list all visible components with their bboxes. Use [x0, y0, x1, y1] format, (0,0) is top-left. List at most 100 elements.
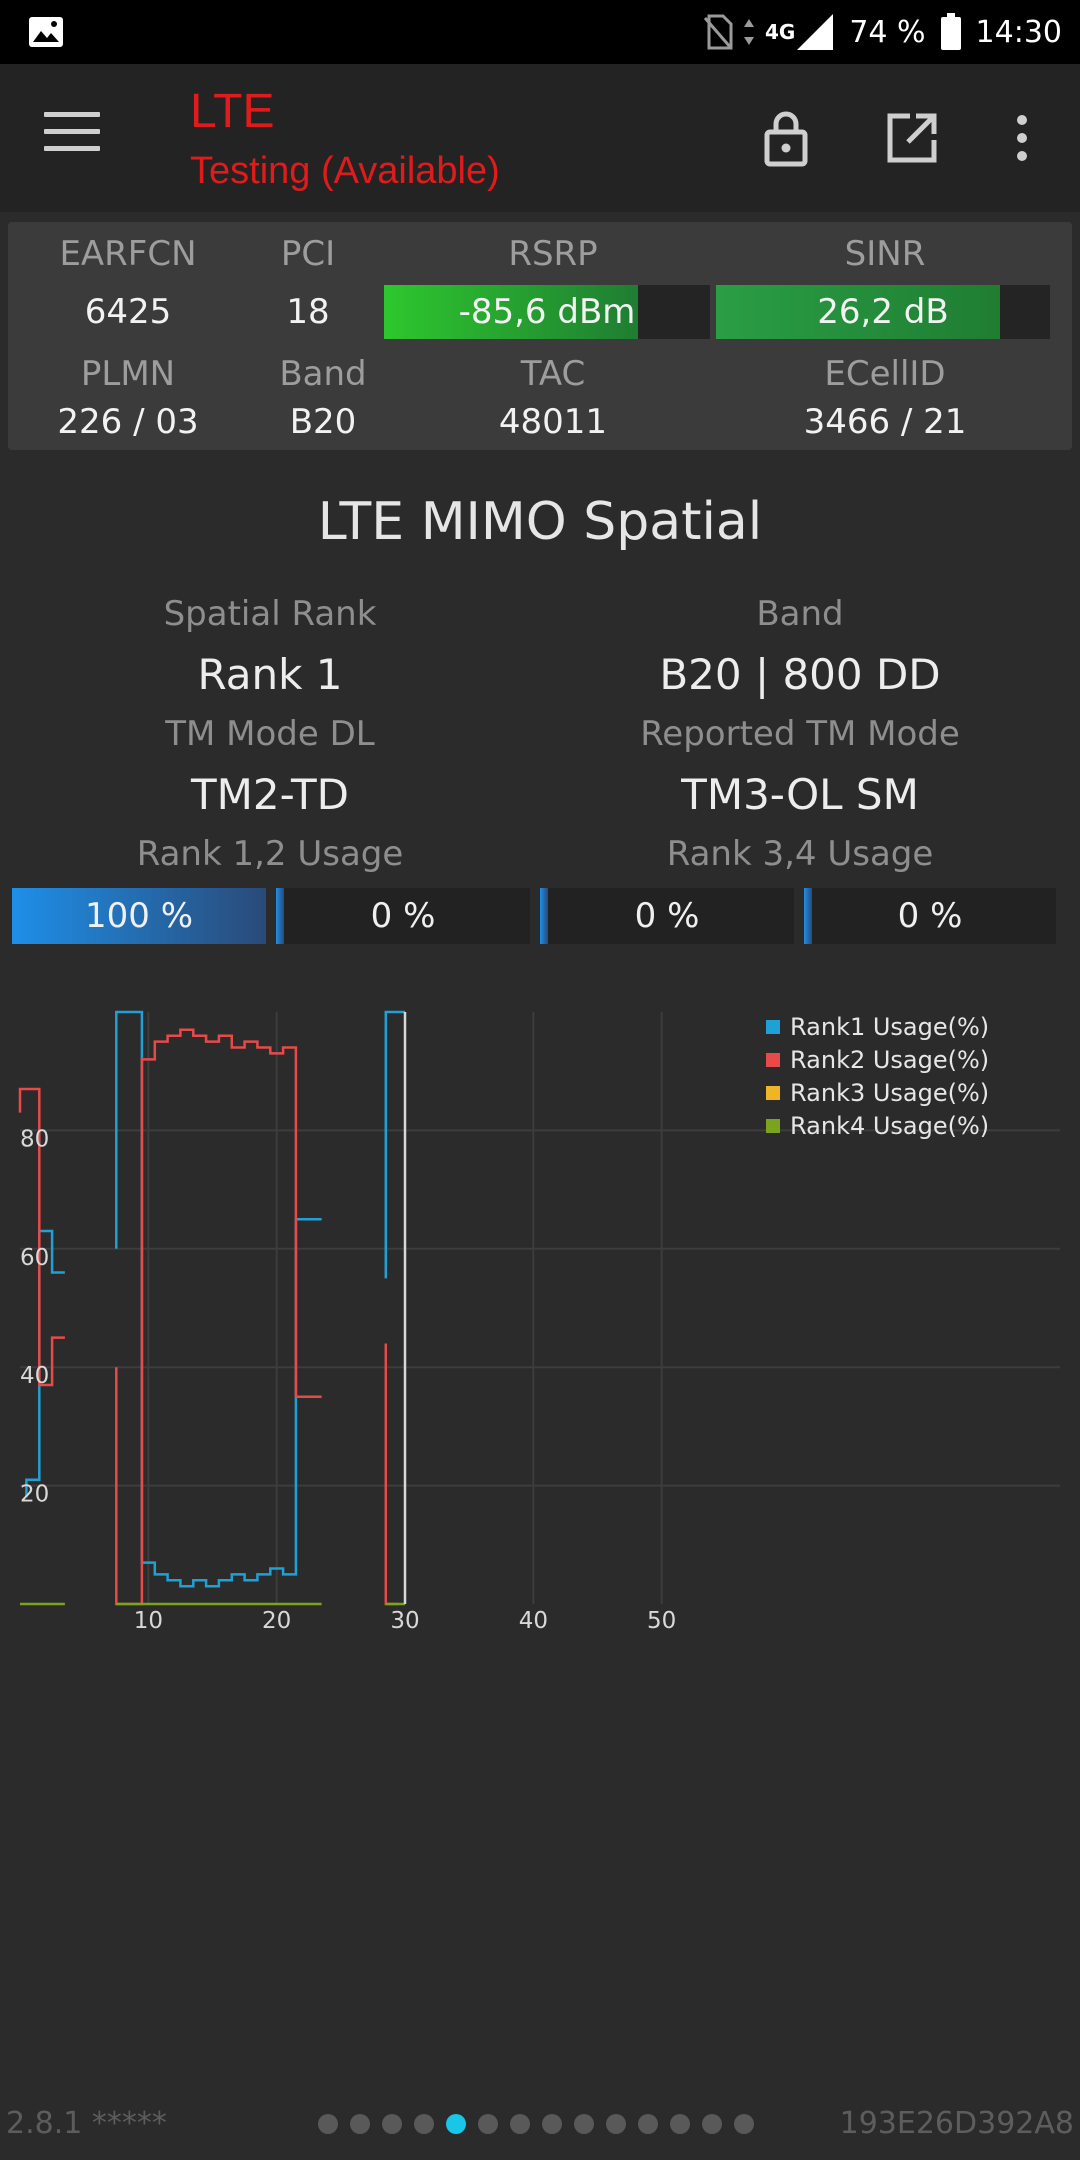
band-info-value: B20 | 800 DD: [659, 650, 941, 699]
app-version: 2.8.1 *****: [6, 2106, 167, 2141]
network-type: 4G: [764, 20, 796, 44]
legend-label: Rank1 Usage(%): [790, 1013, 989, 1041]
tac-value: 48011: [498, 402, 608, 442]
series-line: [115, 1010, 322, 1588]
earfcn-value: 6425: [84, 292, 172, 332]
rank12-usage-label: Rank 1,2 Usage: [136, 834, 404, 874]
rank2-usage-fill: [276, 888, 284, 944]
page-dot[interactable]: [702, 2114, 722, 2134]
battery-percent: 74 %: [849, 14, 926, 50]
lock-icon[interactable]: [756, 108, 816, 168]
legend-label: Rank3 Usage(%): [790, 1079, 989, 1107]
clock: 14:30: [975, 14, 1062, 50]
series-line: [384, 1343, 399, 1606]
page-dot[interactable]: [574, 2114, 594, 2134]
spatial-rank-label: Spatial Rank: [163, 594, 377, 634]
rsrp-value: -85,6 dBm: [458, 292, 636, 332]
sinr-meter: 26,2 dB: [716, 285, 1050, 339]
battery-icon: [940, 13, 961, 50]
rank4-usage-fill: [804, 888, 812, 944]
y-tick-label: 60: [20, 1245, 49, 1271]
legend-label: Rank2 Usage(%): [790, 1046, 989, 1074]
menu-button[interactable]: [44, 112, 100, 162]
tm-mode-value: TM2-TD: [191, 770, 349, 819]
page-dot[interactable]: [446, 2114, 466, 2134]
rank2-usage-bar: 0 %: [276, 888, 530, 944]
data-arrows-icon: [743, 19, 754, 45]
x-tick-label: 30: [390, 1608, 419, 1630]
image-notification-icon: [29, 17, 63, 47]
rsrp-meter: -85,6 dBm: [384, 285, 710, 339]
ecellid-value: 3466 / 21: [803, 402, 967, 442]
page-indicator: [318, 2114, 754, 2134]
rank3-usage-value: 0 %: [634, 896, 700, 936]
rank2-usage-value: 0 %: [370, 896, 436, 936]
open-external-icon[interactable]: [882, 108, 942, 168]
rsrp-label: RSRP: [508, 234, 598, 274]
reported-tm-label: Reported TM Mode: [640, 714, 960, 754]
more-options-icon[interactable]: [1000, 108, 1044, 168]
rank3-usage-bar: 0 %: [540, 888, 794, 944]
reported-tm-value: TM3-OL SM: [681, 770, 919, 819]
y-tick-label: 80: [20, 1126, 49, 1152]
page-dot[interactable]: [510, 2114, 530, 2134]
app-bar: LTE Testing (Available): [0, 64, 1080, 212]
earfcn-label: EARFCN: [59, 234, 197, 274]
legend-swatch: [766, 1119, 780, 1133]
ecellid-label: ECellID: [824, 354, 946, 394]
no-sim-icon: [703, 14, 733, 50]
page-dot[interactable]: [638, 2114, 658, 2134]
device-id: 193E26D392A8: [839, 2106, 1074, 2141]
sinr-meter-fill: [716, 285, 1000, 339]
rank1-usage-value: 100 %: [84, 896, 193, 936]
band-value: B20: [289, 402, 357, 442]
rank1-usage-bar: 100 %: [12, 888, 266, 944]
page-dot[interactable]: [542, 2114, 562, 2134]
legend-swatch: [766, 1053, 780, 1067]
rank3-usage-fill: [540, 888, 548, 944]
y-tick-label: 40: [20, 1363, 49, 1389]
page-dot[interactable]: [478, 2114, 498, 2134]
x-tick-label: 10: [134, 1608, 163, 1630]
pci-value: 18: [286, 292, 330, 332]
signal-icon: [797, 14, 834, 50]
legend-label: Rank4 Usage(%): [790, 1112, 989, 1140]
page-dot[interactable]: [414, 2114, 434, 2134]
pci-label: PCI: [280, 234, 336, 274]
page-dot[interactable]: [670, 2114, 690, 2134]
y-tick-label: 20: [20, 1482, 49, 1508]
x-tick-label: 20: [262, 1608, 291, 1630]
x-tick-label: 50: [647, 1608, 676, 1630]
status-bar: 4G 74 % 14:30: [0, 0, 1080, 64]
rank34-usage-label: Rank 3,4 Usage: [666, 834, 934, 874]
cell-info-panel: EARFCN PCI RSRP SINR 6425 18 -85,6 dBm 2…: [8, 222, 1072, 450]
rank4-usage-bar: 0 %: [804, 888, 1056, 944]
legend-swatch: [766, 1086, 780, 1100]
page-dot[interactable]: [734, 2114, 754, 2134]
rank1-usage-fill: [12, 888, 266, 944]
plmn-value: 226 / 03: [57, 402, 199, 442]
app-title: LTE: [190, 85, 275, 138]
legend-swatch: [766, 1020, 780, 1034]
page-dot[interactable]: [318, 2114, 338, 2134]
page-dot[interactable]: [350, 2114, 370, 2134]
series-line: [115, 1028, 322, 1606]
band-info-label: Band: [756, 594, 844, 634]
sinr-label: SINR: [844, 234, 926, 274]
page-dot[interactable]: [382, 2114, 402, 2134]
series-line: [18, 1087, 65, 1387]
app-subtitle: Testing (Available): [190, 150, 500, 192]
rsrp-meter-fill: [384, 285, 639, 339]
x-tick-label: 40: [519, 1608, 548, 1630]
page-dot[interactable]: [606, 2114, 626, 2134]
tm-mode-label: TM Mode DL: [165, 714, 375, 754]
rank4-usage-value: 0 %: [897, 896, 963, 936]
rank-usage-chart: 20 40 60 80 10 20 30 40 50 Rank1 Usage(%) Rank2 U…: [18, 1010, 1060, 1630]
section-title: LTE MIMO Spatial: [317, 492, 763, 552]
tac-label: TAC: [520, 354, 586, 394]
spatial-rank-value: Rank 1: [197, 650, 343, 699]
series-line: [384, 1010, 405, 1279]
plmn-label: PLMN: [80, 354, 176, 394]
band-label: Band: [279, 354, 367, 394]
sinr-value: 26,2 dB: [817, 292, 949, 332]
